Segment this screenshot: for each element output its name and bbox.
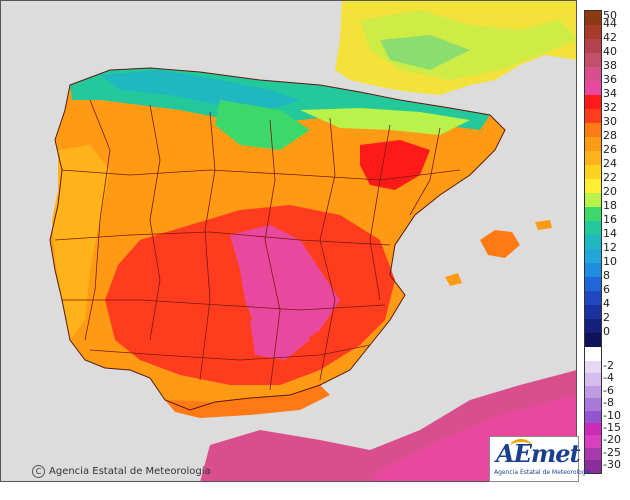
logo-arc-icon <box>510 439 532 454</box>
legend-swatch <box>585 11 601 25</box>
legend-label: 36 <box>603 73 617 86</box>
legend-label: -15 <box>603 421 621 434</box>
legend-label: 12 <box>603 241 617 254</box>
legend-label: 26 <box>603 143 617 156</box>
credit-line: C Agencia Estatal de Meteorología <box>32 465 211 478</box>
hottest-area <box>230 225 340 350</box>
legend-swatch <box>585 277 601 291</box>
legend-label: -30 <box>603 458 621 472</box>
legend-swatch <box>585 435 601 448</box>
legend-swatch <box>585 193 601 207</box>
legend-label: 4 <box>603 297 610 310</box>
legend-swatch <box>585 305 601 319</box>
legend-label: 18 <box>603 199 617 212</box>
legend-label: -10 <box>603 408 621 422</box>
legend-swatch <box>585 460 601 473</box>
legend-swatch <box>585 319 601 333</box>
credit-text: Agencia Estatal de Meteorología <box>49 466 211 477</box>
logo-brand: AEmet <box>496 439 581 468</box>
legend-swatch <box>585 221 601 235</box>
legend-label: 10 <box>603 255 617 268</box>
legend-gap <box>585 347 601 361</box>
legend-swatch <box>585 373 601 386</box>
legend-label: 6 <box>603 283 610 296</box>
legend-swatch <box>585 361 601 374</box>
legend-swatch <box>585 67 601 81</box>
province-borders <box>54 99 461 391</box>
legend-label: 30 <box>603 115 617 128</box>
legend-label: 44 <box>603 17 617 30</box>
legend-swatch <box>585 249 601 263</box>
legend-label: -25 <box>603 445 621 459</box>
legend-label: 2 <box>603 311 610 324</box>
legend-swatch <box>585 398 601 411</box>
legend-label: 16 <box>603 213 617 226</box>
legend-label: -6 <box>603 383 614 397</box>
mallorca <box>480 230 520 258</box>
logo-subtitle: Agencia Estatal de Meteorología <box>494 469 591 476</box>
legend-swatch <box>585 410 601 423</box>
legend-label: 28 <box>603 129 617 142</box>
legend-label: -8 <box>603 396 614 410</box>
legend-swatch <box>585 123 601 137</box>
legend-swatch <box>585 447 601 461</box>
map-frame <box>0 0 577 482</box>
legend-label: -4 <box>603 371 614 385</box>
legend-swatch <box>585 333 601 347</box>
aemet-logo: AEmet Agencia Estatal de Meteorología <box>489 436 591 482</box>
legend-swatch <box>585 95 601 109</box>
legend-label: 24 <box>603 157 617 170</box>
legend-swatch <box>585 385 601 399</box>
legend-swatch <box>585 53 601 67</box>
legend-label: 20 <box>603 185 617 198</box>
legend-swatch <box>585 422 601 436</box>
legend-swatch <box>585 291 601 305</box>
legend-label: 22 <box>603 171 617 184</box>
menorca <box>535 220 552 230</box>
legend-label: 38 <box>603 59 617 72</box>
legend-label: 34 <box>603 87 617 100</box>
legend-swatch <box>585 207 601 221</box>
legend-label: -20 <box>603 433 621 447</box>
legend-label: 42 <box>603 31 617 44</box>
legend-swatch <box>585 151 601 165</box>
legend-swatch <box>585 39 601 53</box>
legend-label: 0 <box>603 325 610 338</box>
legend-colorbar <box>584 10 602 474</box>
legend-label: -2 <box>603 359 614 372</box>
copyright-icon: C <box>32 465 45 478</box>
legend-swatch <box>585 81 601 95</box>
legend-label: 14 <box>603 227 617 240</box>
legend-swatch <box>585 109 601 123</box>
legend-swatch <box>585 263 601 277</box>
legend-label: 40 <box>603 45 617 58</box>
legend-swatch <box>585 165 601 179</box>
legend-swatch <box>585 235 601 249</box>
legend-label: 50 <box>603 9 617 22</box>
legend-label: 8 <box>603 269 610 282</box>
legend-swatch <box>585 137 601 151</box>
legend-swatch <box>585 179 601 193</box>
ibiza <box>445 273 462 286</box>
legend-label: 32 <box>603 101 617 114</box>
legend-swatch <box>585 25 601 39</box>
